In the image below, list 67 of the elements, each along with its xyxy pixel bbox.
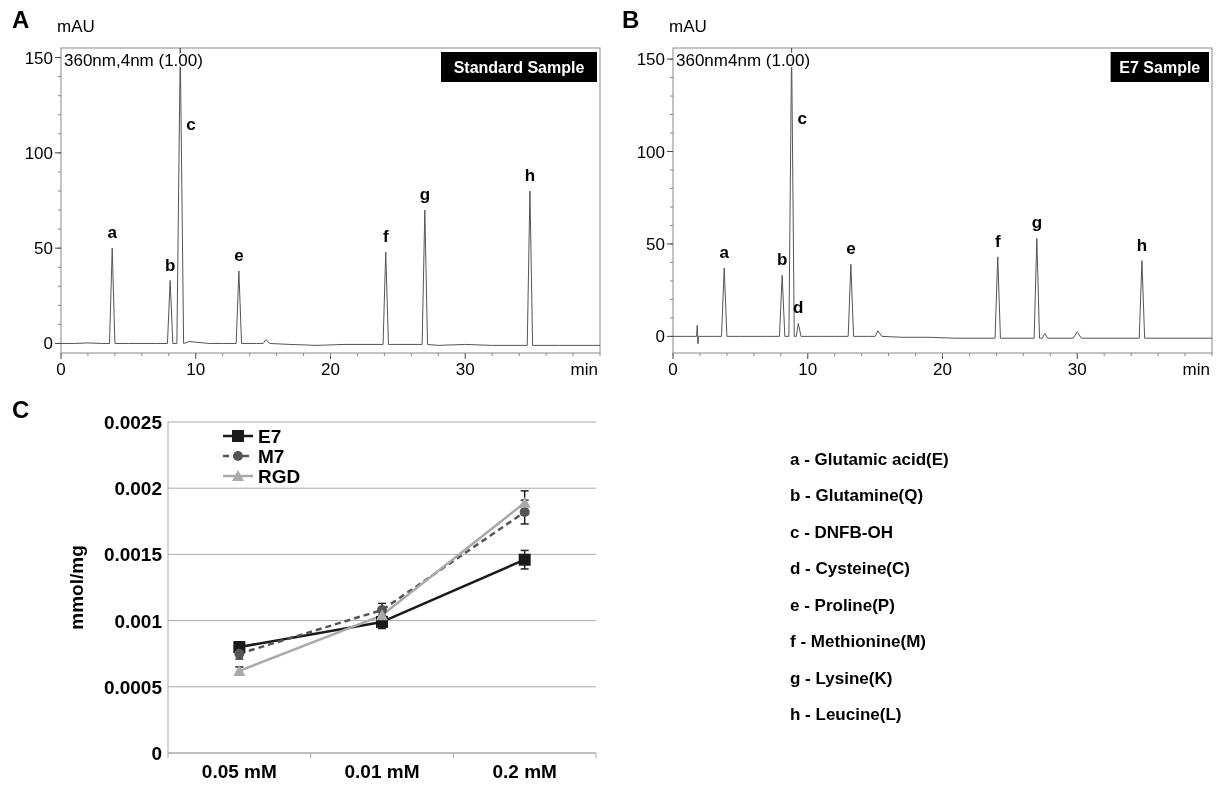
annotation: a: [107, 223, 118, 243]
y-tick-label: 0.0025: [103, 412, 163, 433]
y-axis-title: mAU: [669, 17, 707, 36]
annotation: g: [1031, 213, 1043, 233]
line-series: [673, 48, 1212, 345]
x-tick-label: 20: [933, 360, 952, 379]
y-tick-label: 0.0015: [103, 544, 163, 566]
text: f - Methionine(M): [790, 632, 926, 652]
x-tick-label: 10: [798, 360, 818, 379]
x-tick-label: 20: [321, 360, 340, 379]
y-tick-label: 0.002: [114, 478, 162, 500]
point: [519, 507, 530, 518]
annotation: a: [719, 242, 730, 262]
text: Standard Sample: [453, 59, 585, 76]
x-tick-label: 10: [186, 360, 206, 379]
y-tick-label: 50: [646, 234, 665, 254]
text: E7 Sample: [1119, 59, 1201, 76]
y-axis-title: mmol/mg: [66, 545, 87, 630]
y-tick-label: 100: [24, 143, 53, 163]
point: [233, 664, 246, 676]
text: b - Glutamine(Q): [790, 486, 924, 506]
x-tick-label: 30: [1067, 360, 1087, 379]
y-tick-label: 0: [655, 327, 665, 347]
legend-label: E7: [258, 426, 282, 447]
annotation: c: [186, 115, 196, 135]
text: a - Glutamic acid(E): [790, 450, 949, 469]
legend-label: RGD: [258, 466, 301, 487]
x-axis-title: min: [1182, 360, 1210, 379]
x-tick-label: 0.05 mM: [201, 761, 277, 782]
annotation: c: [797, 109, 808, 129]
x-axis-title: min: [570, 360, 598, 379]
annotation: f: [382, 226, 389, 246]
annotation: b: [776, 250, 788, 270]
legend-label: M7: [258, 446, 285, 467]
annotation: b: [164, 255, 176, 275]
annotation: h: [524, 165, 536, 185]
annotation: h: [1136, 235, 1148, 255]
point: [376, 609, 388, 621]
annotation: d: [793, 298, 804, 318]
x-tick-label: 30: [455, 360, 475, 379]
y-tick-label: 0: [151, 743, 162, 764]
y-axis-title: mAU: [57, 17, 95, 36]
annotation: e: [234, 246, 244, 266]
x-tick-label: 0.2 mM: [492, 761, 557, 782]
y-tick-label: 0: [43, 334, 53, 354]
annotation: e: [846, 239, 856, 259]
y-tick-label: 0.001: [114, 610, 163, 632]
text: h - Leucine(L): [790, 705, 902, 724]
x-tick-label: 0: [668, 360, 678, 379]
y-tick-label: 150: [24, 48, 53, 68]
text: C: [12, 396, 30, 423]
line-series: [61, 48, 600, 346]
x-tick-label: 0: [56, 360, 66, 379]
text: A: [12, 6, 30, 33]
text: e - Proline(P): [790, 595, 895, 615]
text: g - Lysine(K): [790, 668, 893, 688]
y-tick-label: 0.0005: [103, 676, 163, 698]
text: B: [622, 6, 640, 33]
text: d - Cysteine(C): [790, 559, 910, 579]
y-tick-label: 100: [636, 142, 665, 162]
y-tick-label: 150: [636, 50, 665, 70]
x-tick-label: 0.01 mM: [344, 761, 420, 782]
annotation: g: [419, 185, 431, 205]
y-tick-label: 50: [34, 239, 53, 259]
annotation: f: [994, 231, 1001, 251]
point: [518, 553, 531, 566]
text: c - DNFB-OH: [790, 522, 893, 542]
